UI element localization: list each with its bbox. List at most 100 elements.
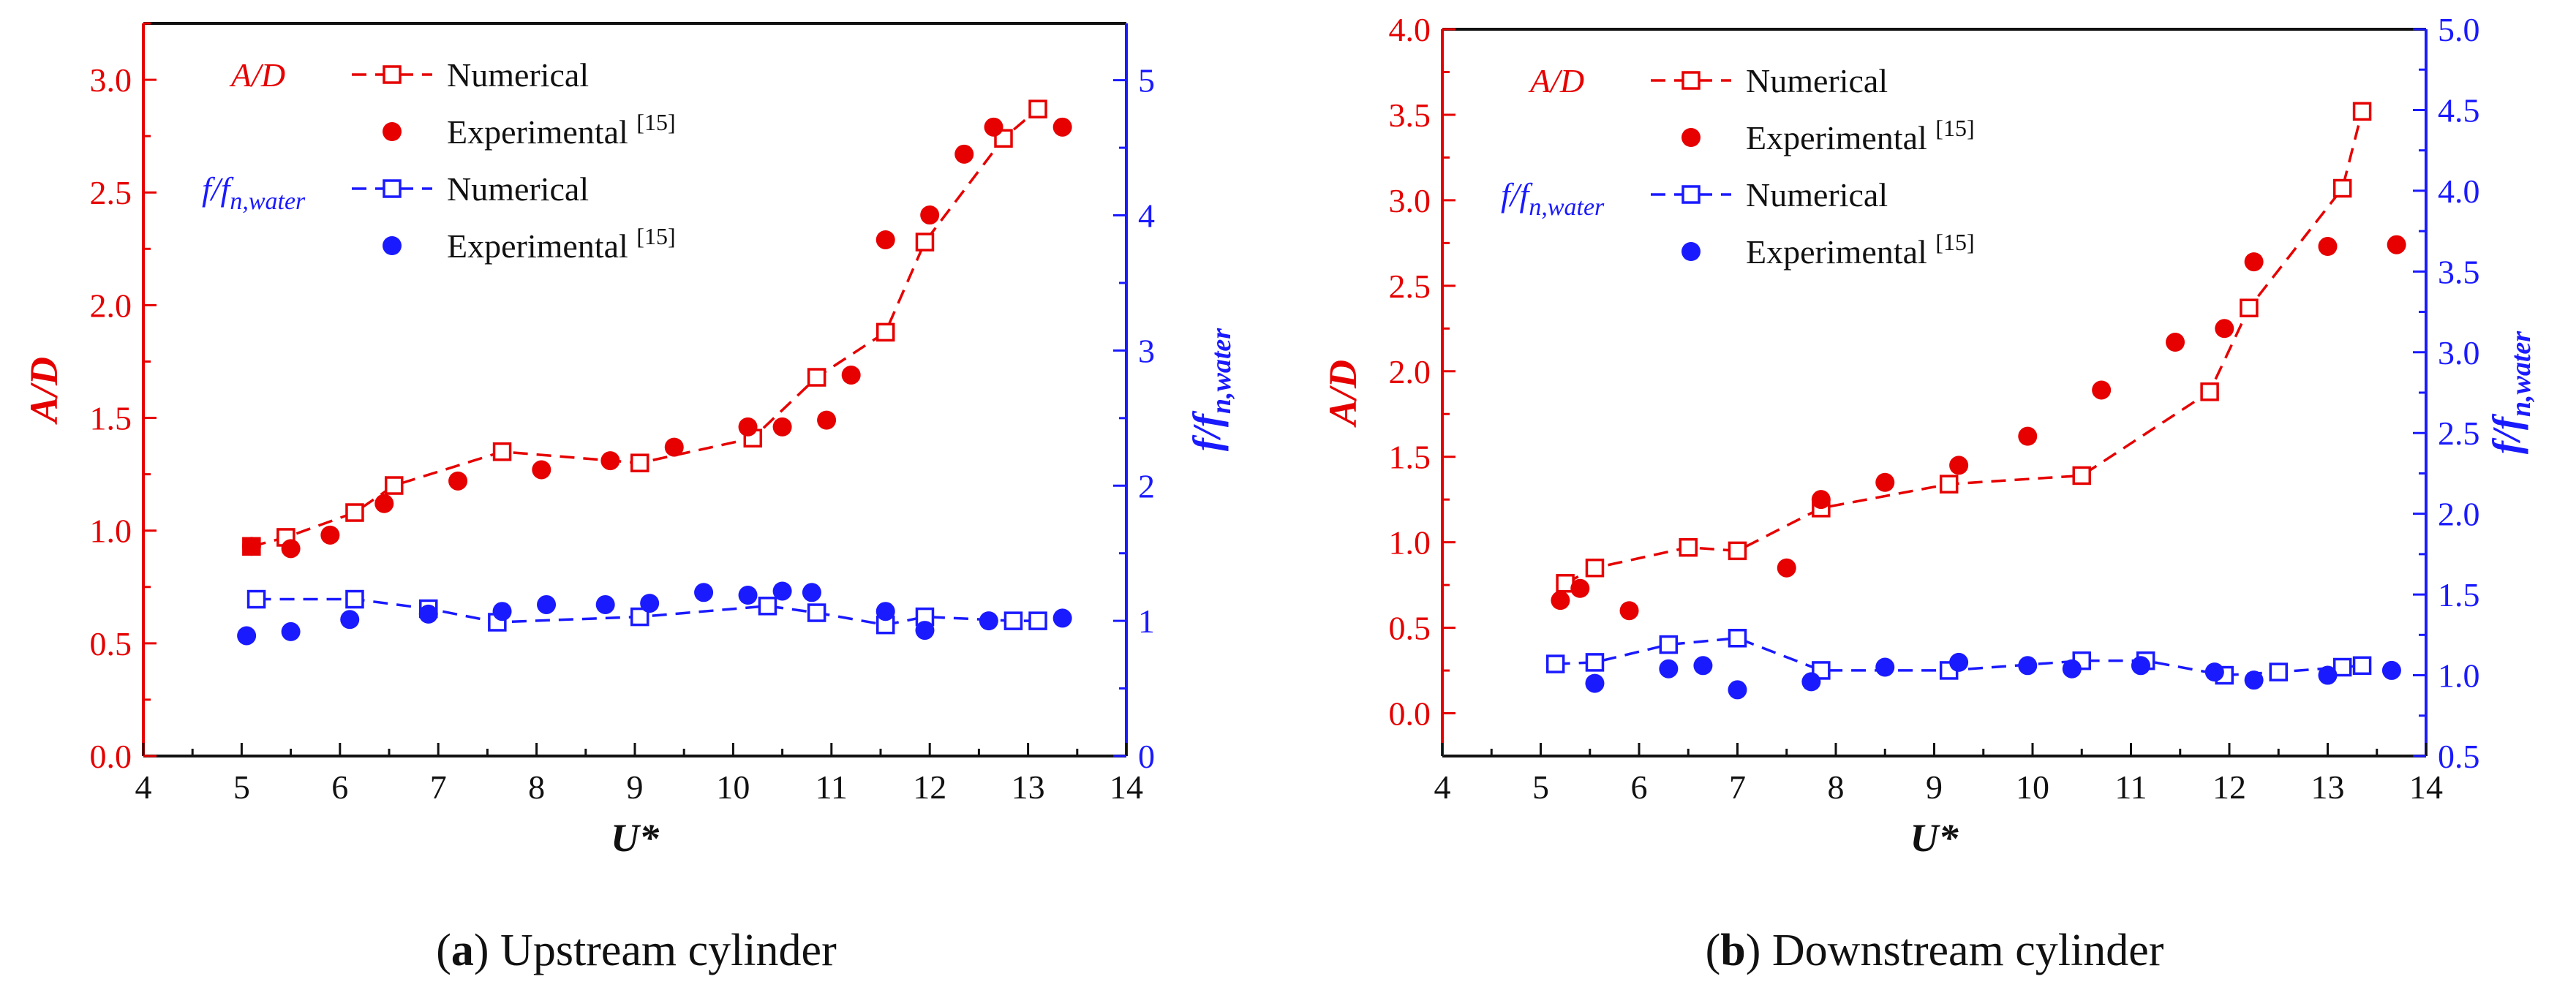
data-point-square — [1545, 654, 1565, 673]
right-y-tick-label: 5.0 — [2438, 11, 2480, 48]
caption-text: ) Downstream cylinder — [1746, 926, 2164, 975]
legend-ff-ref: [15] — [636, 223, 675, 249]
left-y-axis-title: A/D — [22, 357, 66, 425]
data-point-square — [630, 453, 649, 472]
left-y-tick-label: 3.0 — [90, 61, 132, 99]
data-point-square — [1585, 558, 1605, 578]
data-point-square — [807, 368, 826, 387]
legend-ff-label: f/fn,water — [202, 170, 306, 215]
caption-text: ) Upstream cylinder — [474, 926, 837, 975]
data-point-dot — [664, 437, 684, 457]
data-point-dot — [1875, 472, 1895, 492]
right-y-tick-label: 5 — [1138, 62, 1155, 99]
data-point-square — [2332, 178, 2352, 198]
data-point-dot — [1811, 490, 1831, 510]
right-y-tick-label: 0 — [1138, 738, 1155, 775]
chart-panel-a: 4 5 6 7 8 9 10 11 12 13 140.00.51.01.52.02.53.0012… — [22, 22, 1237, 975]
legend-ff-ref: [15] — [1935, 229, 1974, 255]
right-y-axis-title-sub: n,water — [2506, 330, 2537, 417]
legend: A/D Numerical Experimental [15] f/fn,water N… — [1501, 62, 1975, 271]
data-point-dot — [954, 144, 974, 164]
data-point-dot — [492, 602, 512, 621]
data-point-dot — [1551, 591, 1570, 611]
data-point-square — [1728, 629, 1747, 648]
data-point-dot — [841, 365, 861, 385]
legend-ff-dot — [1681, 242, 1701, 261]
caption-paren-open: ( — [436, 926, 451, 975]
caption-letter: a — [451, 926, 474, 975]
left-y-tick-label: 2.0 — [1389, 353, 1431, 390]
series-f-f-n-water-experimental-15- — [1585, 652, 2401, 700]
data-point-dot — [1777, 558, 1796, 578]
x-tick-label: 13 — [2311, 768, 2345, 806]
data-point-dot — [595, 594, 615, 614]
data-point-dot — [1052, 117, 1072, 137]
x-tick-label: 9 — [1926, 768, 1943, 806]
x-tick-label: 6 — [1631, 768, 1648, 806]
x-tick-label: 14 — [2409, 768, 2443, 806]
right-y-tick-label: 4 — [1138, 197, 1155, 235]
legend: A/D Numerical Experimental [15] f/fn,water N… — [202, 56, 676, 265]
x-tick-label: 10 — [2016, 768, 2049, 806]
data-point-dot — [1801, 672, 1821, 692]
legend-ff-label-main: f/f — [202, 170, 235, 208]
data-point-dot — [984, 117, 1003, 137]
x-tick-label: 5 — [1532, 768, 1549, 806]
legend-ff-numerical-text: Numerical — [1746, 176, 1888, 214]
right-y-axis-title-sub: n,water — [1206, 328, 1237, 414]
data-point-square — [1585, 653, 1605, 672]
x-tick-label: 7 — [430, 768, 447, 806]
data-point-dot — [2244, 252, 2264, 272]
right-y-tick-label: 2 — [1138, 467, 1155, 505]
series-a-d-experimental-15- — [241, 117, 1072, 559]
data-point-square — [1003, 611, 1023, 630]
data-point-dot — [738, 586, 758, 605]
data-point-dot — [772, 581, 792, 601]
data-point-dot — [418, 604, 438, 624]
legend-ff-experimental-text: Experimental [15] — [447, 223, 676, 265]
right-y-tick-label: 0.5 — [2438, 738, 2480, 775]
data-point-dot — [1619, 601, 1639, 621]
series-a-d-experimental-15- — [1551, 235, 2406, 621]
right-y-tick-label: 2.0 — [2438, 496, 2480, 533]
data-point-dot — [694, 583, 714, 602]
data-point-dot — [374, 494, 394, 513]
panel-caption: (b) Downstream cylinder — [1706, 926, 2164, 975]
x-tick-label: 11 — [816, 768, 848, 806]
x-tick-label: 8 — [1828, 768, 1845, 806]
data-point-dot — [2318, 665, 2338, 685]
legend-ad-dot — [1681, 128, 1701, 147]
right-y-axis-title-main: f/f — [1185, 410, 1229, 451]
data-point-dot — [875, 602, 895, 621]
right-y-tick-label: 1.0 — [2438, 657, 2480, 695]
data-point-square — [1728, 541, 1747, 561]
left-y-tick-label: 3.0 — [1389, 182, 1431, 219]
data-point-square — [384, 476, 404, 495]
data-point-square — [345, 589, 364, 609]
data-point-dot — [738, 417, 758, 437]
data-point-dot — [875, 230, 895, 249]
series-line — [1564, 110, 2364, 585]
data-point-dot — [2318, 237, 2338, 257]
data-point-dot — [640, 594, 660, 613]
data-point-dot — [1052, 608, 1072, 628]
data-point-dot — [2092, 380, 2112, 400]
series-f-f-n-water-experimental-15- — [237, 581, 1072, 646]
data-point-dot — [2387, 235, 2406, 254]
data-point-square — [246, 589, 266, 609]
left-y-axis-title: A/D — [1321, 360, 1365, 428]
legend-ff-experimental-text: Experimental [15] — [1746, 229, 1975, 271]
data-point-dot — [537, 594, 557, 614]
data-point-dot — [1728, 680, 1747, 700]
panel-caption: (a) Upstream cylinder — [436, 926, 837, 975]
data-point-square — [345, 503, 364, 522]
data-point-square — [1939, 475, 1959, 494]
data-point-dot — [1949, 652, 1969, 672]
legend-ad-numerical-text: Numerical — [1746, 62, 1888, 99]
x-tick-label: 14 — [1110, 768, 1143, 806]
legend-ad-ref: [15] — [1935, 115, 1974, 141]
data-point-square — [2240, 298, 2259, 317]
x-tick-label: 12 — [2212, 768, 2246, 806]
right-y-tick-label: 3 — [1138, 332, 1155, 369]
left-y-tick-label: 1.5 — [90, 400, 132, 437]
